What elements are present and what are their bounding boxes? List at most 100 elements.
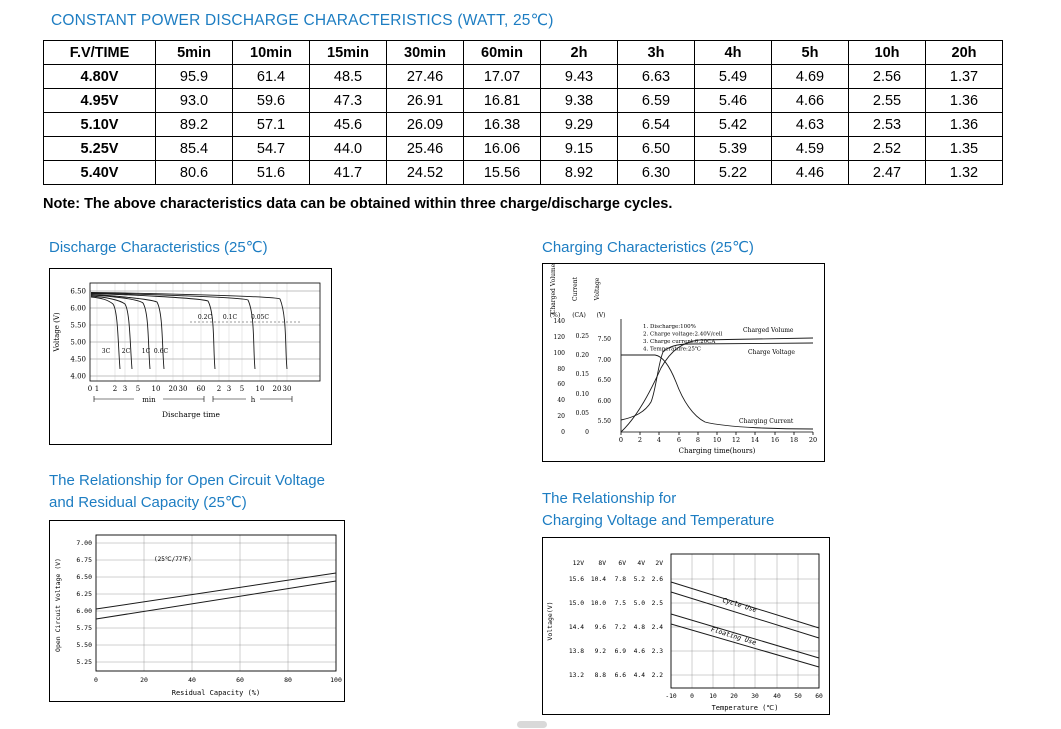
x-axis-title: Residual Capacity (%) (172, 689, 261, 697)
table-cell: 5.22 (694, 160, 772, 185)
table-note: Note: The above characteristics data can… (43, 196, 673, 212)
floating-use-lower (670, 623, 820, 668)
y-tick-label: 6.00 (70, 305, 86, 313)
section-title-charge-temp: The Relationship for Charging Voltage an… (542, 488, 774, 532)
section-title-ocv-line2: and Residual Capacity (25℃) (49, 494, 247, 511)
section-title-ct-line1: The Relationship for (542, 490, 677, 507)
section-title-ct-line2: Charging Voltage and Temperature (542, 512, 775, 529)
table-cell: 85.4 (155, 136, 233, 161)
table-cell: 5.42 (694, 112, 772, 137)
table-cell: 8.92 (540, 160, 618, 185)
column-header: 3h (617, 40, 695, 65)
table-cell: 16.81 (463, 88, 541, 113)
scale-tick: 6.6 (615, 672, 627, 679)
x-tick-label: 4 (657, 436, 661, 444)
table-cell: 26.91 (386, 88, 464, 113)
scale-tick: 5.2 (634, 576, 646, 583)
x-tick-label: 30 (283, 385, 292, 393)
table-cell: 1.36 (925, 112, 1003, 137)
table-cell: 9.43 (540, 64, 618, 89)
table-cell: 9.15 (540, 136, 618, 161)
table-cell: 1.36 (925, 88, 1003, 113)
legend-line: 1. Discharge:100% (643, 324, 696, 330)
y-tick-label: 5.00 (70, 339, 86, 347)
x-tick-label: 40 (773, 693, 781, 700)
plot-frame (89, 282, 321, 382)
table-cell: 27.46 (386, 64, 464, 89)
scale-tick: 4.8 (634, 624, 646, 631)
y-axis-title: Voltage (V) (53, 312, 61, 352)
tick-label: 60 (557, 381, 565, 388)
y-axis-title: Voltage(V) (546, 601, 554, 640)
x-unit-h-label: h (251, 396, 256, 404)
scale-header: 4V (637, 560, 645, 567)
section-title-ocv: The Relationship for Open Circuit Voltag… (49, 470, 325, 514)
cycle-use-lower (670, 591, 820, 639)
power-table-body: 4.80V 95.9 61.4 48.5 27.46 17.07 9.43 6.63 5.49 4… (43, 64, 1003, 185)
curve-label: 1C (142, 348, 151, 355)
tick-label: 5.50 (598, 418, 612, 425)
scale-tick: 2.2 (652, 672, 664, 679)
table-cell: 15.56 (463, 160, 541, 185)
x-tick-label: 30 (179, 385, 188, 393)
table-cell: 25.46 (386, 136, 464, 161)
charging-characteristics-chart: Charged Volume Current Voltage (%) (CA) … (542, 263, 825, 462)
x-tick-label: 2 (113, 385, 117, 393)
y-tick-label: 5.50 (76, 641, 92, 649)
table-cell: 47.3 (309, 88, 387, 113)
column-header: 4h (694, 40, 772, 65)
y-axis: 6.50 6.00 5.50 5.00 4.50 4.00 Voltage (V… (53, 288, 86, 381)
axis-name-voltage: Voltage (594, 277, 601, 301)
curve-label: 0.2C (198, 314, 213, 321)
tick-label: 0 (561, 429, 565, 436)
scale-tick: 13.2 (569, 672, 584, 679)
gridlines (90, 283, 320, 381)
table-cell: 16.38 (463, 112, 541, 137)
table-cell: 5.49 (694, 64, 772, 89)
scale-tick: 9.2 (595, 648, 607, 655)
tick-label: 20 (557, 413, 565, 420)
table-cell: 9.38 (540, 88, 618, 113)
corner-header: F.V/TIME (43, 40, 156, 65)
curve-label: 0.05C (251, 314, 269, 321)
y-tick-label: 5.25 (76, 658, 92, 666)
table-cell: 2.53 (848, 112, 926, 137)
x-tick-label: 20 (809, 436, 817, 444)
scale-tick: 8.8 (595, 672, 607, 679)
x-tick-label: 1 (95, 385, 99, 393)
table-cell: 93.0 (155, 88, 233, 113)
x-tick-label: 20 (273, 385, 282, 393)
column-header: 10h (848, 40, 926, 65)
column-header: 5min (155, 40, 233, 65)
row-label: 5.10V (43, 112, 156, 137)
x-tick-label: 3 (123, 385, 127, 393)
legend-line: 3. Charge current:0.20CA (643, 339, 716, 345)
rate-labels: 3C 2C 1C 0.6C 0.2C 0.1C 0.05C (102, 314, 270, 355)
row-label: 5.40V (43, 160, 156, 185)
x-tick-label: 5 (240, 385, 244, 393)
tick-label: 80 (557, 366, 565, 373)
y-tick-label: 5.75 (76, 624, 92, 632)
section-title-ocv-line1: The Relationship for Open Circuit Voltag… (49, 472, 325, 489)
footer-mark (517, 721, 547, 728)
table-cell: 1.35 (925, 136, 1003, 161)
tick-label: 0.25 (576, 333, 590, 340)
table-cell: 89.2 (155, 112, 233, 137)
y-tick-label: 5.50 (70, 322, 86, 330)
x-tick-label: 3 (227, 385, 231, 393)
table-cell: 4.66 (771, 88, 849, 113)
column-header: 30min (386, 40, 464, 65)
table-cell: 4.46 (771, 160, 849, 185)
plot-frame (95, 534, 337, 672)
row-label: 5.25V (43, 136, 156, 161)
x-axis-title: Charging time(hours) (679, 447, 756, 455)
table-row: 4.95V 93.0 59.6 47.3 26.91 16.81 9.38 6.59 5.46 4… (43, 88, 1003, 113)
table-cell: 16.06 (463, 136, 541, 161)
table-cell: 2.52 (848, 136, 926, 161)
x-tick-label: 10 (709, 693, 717, 700)
x-tick-label: 2 (638, 436, 642, 444)
scale-tick: 2.6 (652, 576, 664, 583)
table-cell: 6.59 (617, 88, 695, 113)
legend-line: 4. Temperature:25℃ (643, 346, 701, 353)
x-tick-label: 12 (732, 436, 740, 444)
